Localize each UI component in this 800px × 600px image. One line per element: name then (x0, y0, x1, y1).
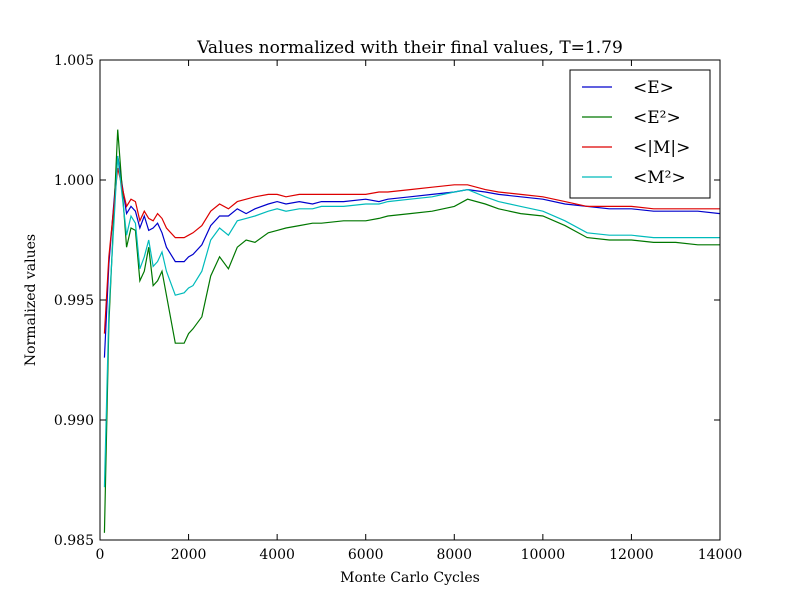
series-line-3 (103, 167, 720, 334)
series-line-1 (103, 155, 721, 358)
y-axis-label: Normalized values (23, 234, 39, 366)
x-axis-label: Monte Carlo Cycles (340, 570, 480, 586)
legend: <E> <E²> <|M|> <M²> (569, 69, 711, 199)
x-tick-label: 8000 (436, 547, 472, 563)
legend-label: <E> (633, 78, 674, 98)
chart-title: Values normalized with their final value… (196, 38, 623, 58)
x-tick-label: 2000 (171, 547, 207, 563)
legend-label: <E²> (633, 108, 681, 128)
x-tick-label: 6000 (348, 547, 384, 563)
y-tick-label: 1.005 (54, 53, 94, 69)
y-tick-label: 0.985 (54, 533, 94, 549)
legend-label: <M²> (633, 168, 686, 188)
x-tick-label: 12000 (609, 547, 654, 563)
x-tick-label: 14000 (698, 547, 743, 563)
axis-ticks: 0 2000 4000 6000 8000 10000 12000 14000 0.985 0.9… (54, 53, 742, 563)
legend-label: <|M|> (633, 138, 690, 158)
x-tick-label: 10000 (521, 547, 566, 563)
y-tick-label: 0.990 (54, 413, 94, 429)
series-line-2 (103, 129, 720, 533)
y-tick-label: 1.000 (54, 173, 94, 189)
series-line-4 (103, 155, 720, 488)
y-tick-label: 0.995 (54, 293, 94, 309)
x-tick-label: 4000 (259, 547, 295, 563)
plot-area (103, 129, 721, 533)
x-tick-label: 0 (96, 547, 105, 563)
